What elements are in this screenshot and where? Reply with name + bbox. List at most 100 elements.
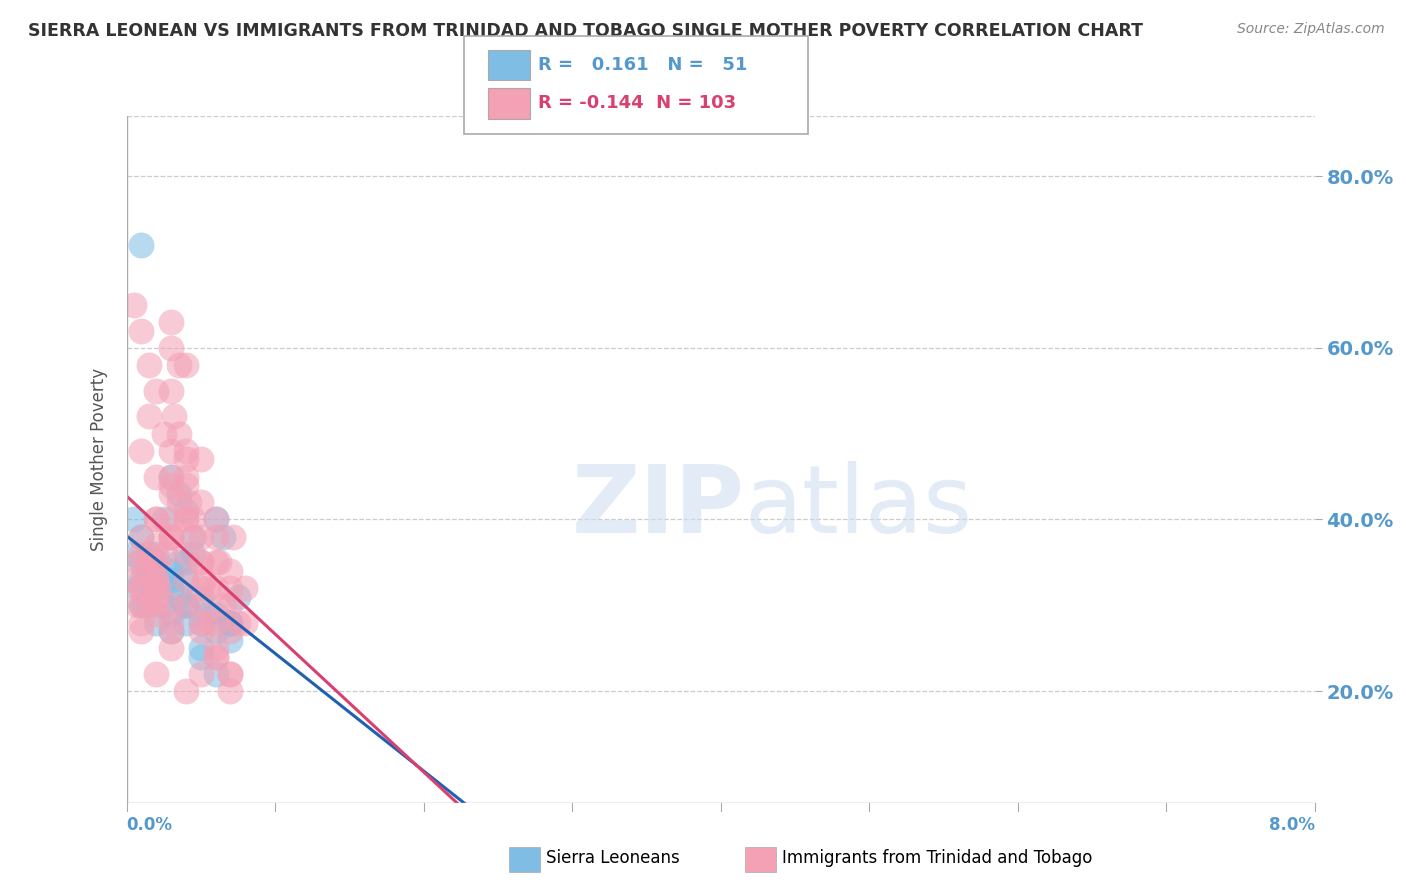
- Point: [160, 641, 183, 656]
- Point: [204, 530, 226, 544]
- Y-axis label: Single Mother Poverty: Single Mother Poverty: [90, 368, 108, 551]
- Point: [138, 547, 160, 561]
- Point: [183, 547, 205, 561]
- Point: [160, 315, 183, 329]
- Point: [145, 607, 167, 621]
- Point: [204, 555, 226, 570]
- Point: [131, 624, 153, 639]
- Point: [204, 512, 226, 526]
- Point: [174, 443, 197, 458]
- Point: [190, 599, 212, 613]
- Point: [131, 324, 153, 338]
- Point: [131, 530, 153, 544]
- Point: [219, 615, 242, 630]
- Point: [219, 599, 242, 613]
- Point: [174, 452, 197, 467]
- Point: [131, 581, 153, 595]
- Point: [163, 409, 186, 424]
- Point: [145, 469, 167, 483]
- Point: [160, 487, 183, 501]
- Point: [167, 358, 190, 372]
- Point: [190, 615, 212, 630]
- Point: [145, 512, 167, 526]
- Point: [160, 512, 183, 526]
- Point: [174, 615, 197, 630]
- Point: [174, 358, 197, 372]
- Point: [167, 426, 190, 441]
- Point: [204, 649, 226, 664]
- Point: [152, 547, 174, 561]
- Point: [145, 547, 167, 561]
- Point: [145, 555, 167, 570]
- Point: [138, 590, 160, 604]
- Point: [190, 581, 212, 595]
- Point: [174, 512, 197, 526]
- Point: [190, 624, 212, 639]
- Text: Sierra Leoneans: Sierra Leoneans: [546, 849, 679, 867]
- Point: [167, 555, 190, 570]
- Point: [125, 599, 148, 613]
- Point: [145, 555, 167, 570]
- Point: [219, 581, 242, 595]
- Text: Source: ZipAtlas.com: Source: ZipAtlas.com: [1237, 22, 1385, 37]
- Point: [145, 581, 167, 595]
- Point: [160, 573, 183, 587]
- Point: [160, 384, 183, 398]
- Point: [204, 615, 226, 630]
- Point: [174, 555, 197, 570]
- Point: [174, 573, 197, 587]
- Point: [145, 615, 167, 630]
- Point: [145, 384, 167, 398]
- Point: [190, 452, 212, 467]
- Point: [145, 555, 167, 570]
- Point: [177, 495, 200, 509]
- Point: [174, 547, 197, 561]
- Point: [145, 581, 167, 595]
- Point: [174, 478, 197, 492]
- Point: [134, 599, 156, 613]
- Point: [233, 615, 256, 630]
- Point: [138, 555, 160, 570]
- Point: [160, 564, 183, 578]
- Point: [219, 624, 242, 639]
- Point: [212, 599, 235, 613]
- Point: [145, 667, 167, 681]
- Point: [174, 573, 197, 587]
- Point: [131, 443, 153, 458]
- Point: [190, 667, 212, 681]
- Point: [127, 555, 149, 570]
- Point: [131, 599, 153, 613]
- Point: [219, 684, 242, 698]
- Point: [145, 512, 167, 526]
- Text: SIERRA LEONEAN VS IMMIGRANTS FROM TRINIDAD AND TOBAGO SINGLE MOTHER POVERTY CORR: SIERRA LEONEAN VS IMMIGRANTS FROM TRINID…: [28, 22, 1143, 40]
- Point: [197, 581, 219, 595]
- Point: [160, 469, 183, 483]
- Point: [138, 409, 160, 424]
- Point: [138, 599, 160, 613]
- Point: [145, 599, 167, 613]
- Point: [219, 632, 242, 647]
- Point: [167, 590, 190, 604]
- Point: [167, 495, 190, 509]
- Point: [190, 530, 212, 544]
- Point: [131, 547, 153, 561]
- Point: [131, 599, 153, 613]
- Point: [174, 599, 197, 613]
- Point: [122, 547, 145, 561]
- Point: [152, 599, 174, 613]
- Point: [160, 607, 183, 621]
- Point: [174, 512, 197, 526]
- Point: [122, 298, 145, 312]
- Point: [131, 237, 153, 252]
- Point: [204, 512, 226, 526]
- Point: [160, 443, 183, 458]
- Point: [160, 469, 183, 483]
- Point: [197, 615, 219, 630]
- Point: [190, 495, 212, 509]
- Point: [197, 607, 219, 621]
- Point: [145, 590, 167, 604]
- Point: [190, 615, 212, 630]
- Point: [190, 590, 212, 604]
- Point: [160, 599, 183, 613]
- Point: [138, 564, 160, 578]
